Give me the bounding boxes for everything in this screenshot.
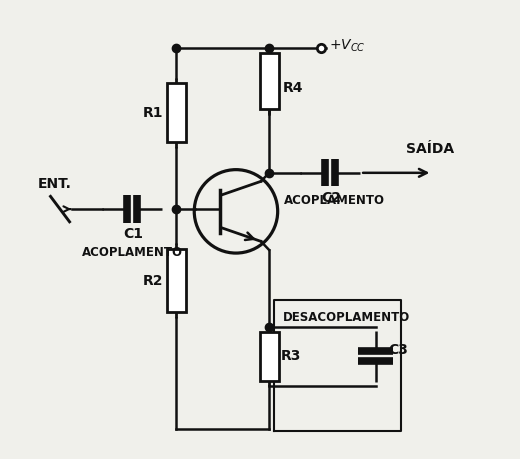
Text: R1: R1	[142, 106, 163, 120]
Bar	[166, 83, 186, 142]
Text: ACOPLAMENTO: ACOPLAMENTO	[284, 195, 385, 207]
Text: ENT.: ENT.	[38, 177, 72, 191]
Text: $+V_{CC}$: $+V_{CC}$	[329, 38, 366, 54]
Text: C3: C3	[388, 343, 408, 357]
Bar	[166, 249, 186, 312]
Bar	[259, 53, 279, 109]
Text: R2: R2	[142, 274, 163, 287]
Text: R3: R3	[281, 349, 301, 364]
Text: R4: R4	[282, 81, 303, 95]
Text: C2: C2	[321, 191, 341, 205]
Text: ACOPLAMENTO: ACOPLAMENTO	[82, 246, 183, 259]
Text: C1: C1	[123, 227, 143, 241]
Bar	[259, 332, 279, 381]
Text: DESACOPLAMENTO: DESACOPLAMENTO	[282, 311, 410, 325]
Text: SAÍDA: SAÍDA	[406, 142, 454, 156]
